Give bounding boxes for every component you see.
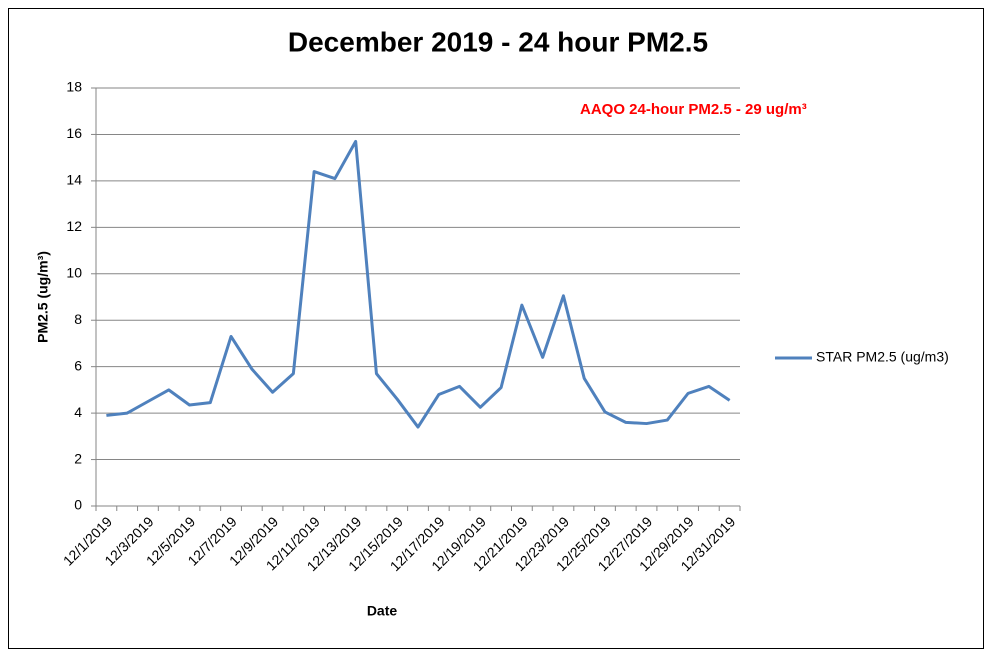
y-tick-label: 18 <box>66 79 82 95</box>
y-tick-label: 10 <box>66 264 82 280</box>
annotation: AAQO 24-hour PM2.5 - 29 ug/m³ <box>580 101 807 118</box>
y-tick-label: 12 <box>66 218 82 234</box>
series-line <box>106 139 731 429</box>
y-tick-label: 8 <box>74 311 82 327</box>
chart-frame <box>8 8 984 649</box>
chart-title: December 2019 - 24 hour PM2.5 <box>288 26 708 57</box>
y-axis-label: PM2.5 (ug/m³) <box>35 251 51 343</box>
y-tick-label: 14 <box>66 172 82 188</box>
y-tick-label: 6 <box>74 357 82 373</box>
y-tick-label: 2 <box>74 450 82 466</box>
y-tick-label: 4 <box>74 404 82 420</box>
x-axis-label: Date <box>367 603 398 619</box>
y-tick-label: 0 <box>74 497 82 513</box>
legend-label: STAR PM2.5 (ug/m3) <box>816 349 949 365</box>
y-tick-label: 16 <box>66 125 82 141</box>
